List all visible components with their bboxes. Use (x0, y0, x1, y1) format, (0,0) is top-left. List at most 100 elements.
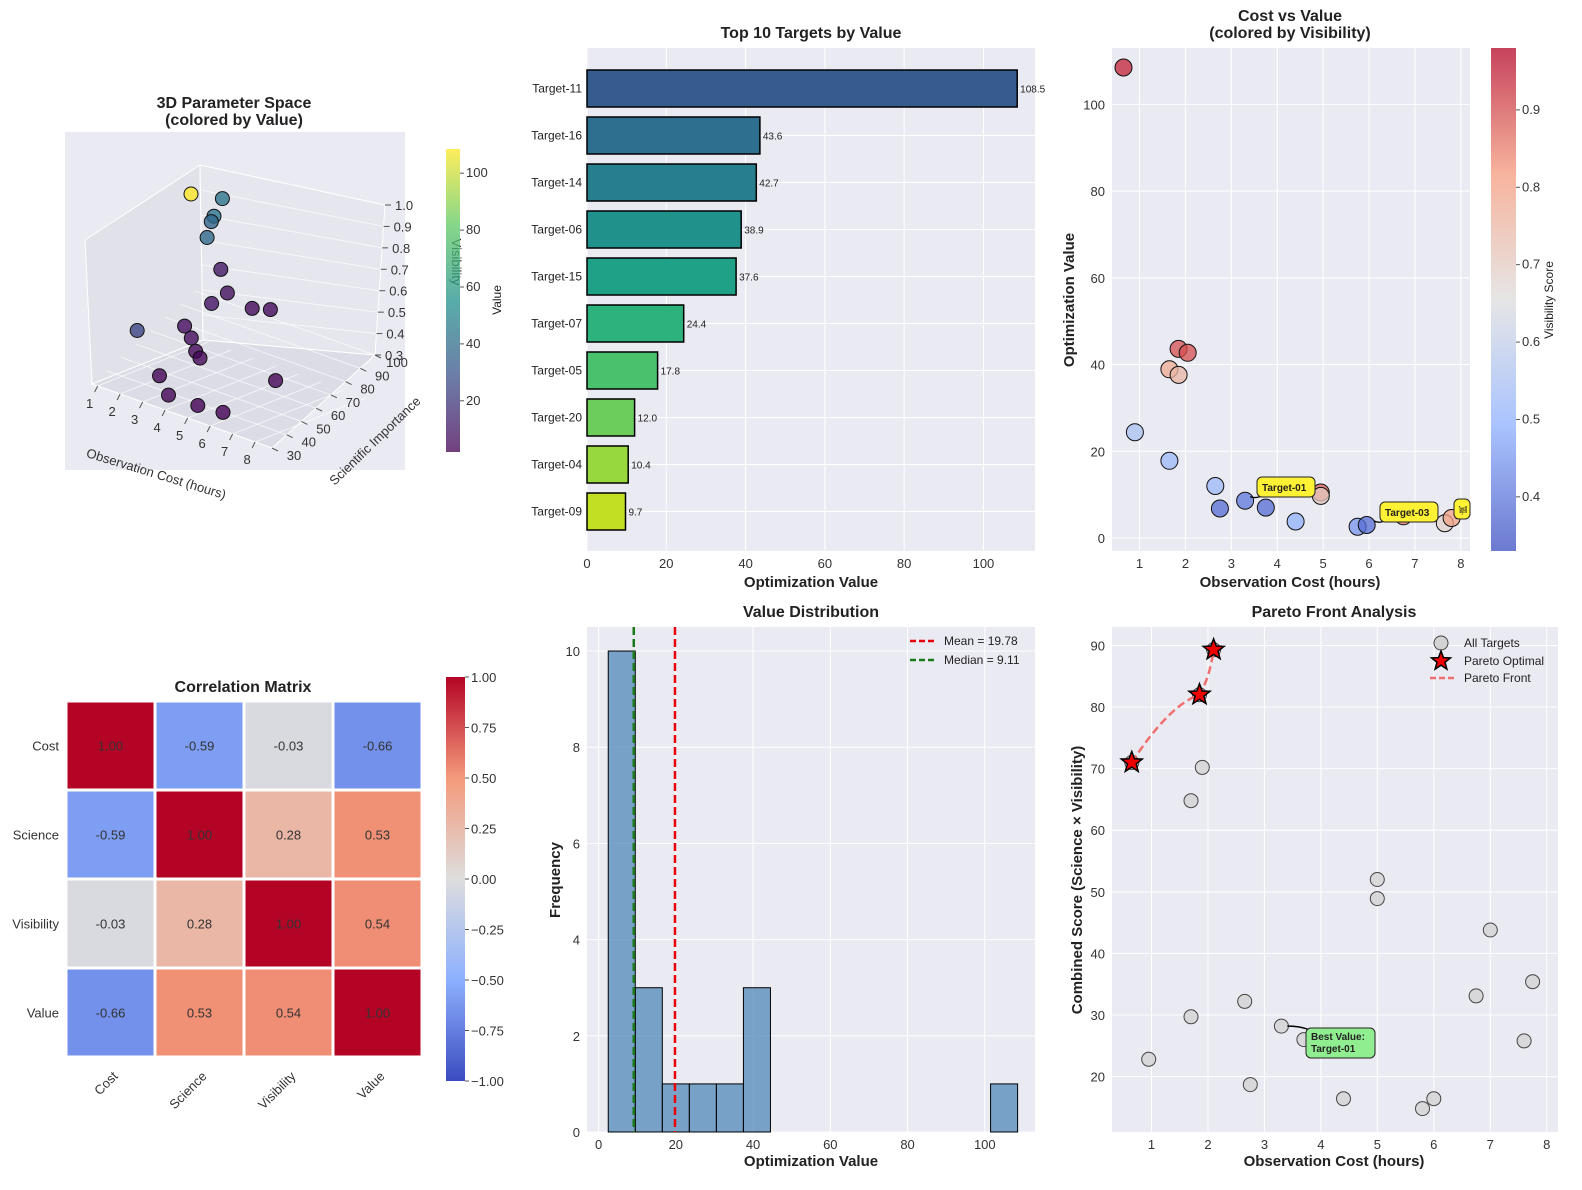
p4-colorbar-tick-label: 0.25 (471, 822, 496, 837)
p1-y-tick-label: 50 (316, 421, 330, 436)
p1-colorbar-tick-label: 100 (466, 165, 488, 180)
p2-bar-value-label: 9.7 (628, 508, 642, 519)
p5-legend-median-label: Median = 9.11 (944, 653, 1020, 667)
p1-point (213, 261, 229, 277)
p6-y-tick-label: 40 (1091, 946, 1105, 961)
p4-title: Correlation Matrix (175, 679, 312, 696)
p6-point (1426, 1091, 1442, 1107)
p2-bar (586, 492, 627, 531)
p3-point (1357, 516, 1376, 534)
p6-y-tick-label: 60 (1091, 823, 1105, 838)
p1-point (177, 318, 193, 334)
p1-wall-gridline (199, 164, 386, 206)
p6-point (1468, 988, 1484, 1004)
p2-x-tick-label: 100 (973, 556, 995, 571)
p1-y-tick-label: 60 (331, 408, 345, 423)
p3-x-tick-label: 6 (1365, 556, 1372, 571)
p4-col-label: Value (354, 1069, 387, 1102)
p3-annotation-label: Target-03 (1385, 508, 1430, 519)
p2-bar (586, 210, 742, 249)
p6-y-tick-label: 80 (1091, 700, 1105, 715)
p1-point (183, 186, 199, 202)
p3-point (1160, 451, 1179, 470)
p1-x-tick-mark (116, 393, 121, 401)
p2-bar-value-label: 12.0 (638, 414, 658, 425)
p2-category-label: Target-06 (531, 223, 582, 237)
p1-x-tick-mark (184, 417, 189, 425)
p2-x-axis-label: Optimization Value (744, 574, 878, 591)
p4-colorbar (446, 677, 465, 1081)
p5-x-tick-label: 0 (595, 1137, 602, 1152)
p4-colorbar-tick-label: −1.00 (471, 1074, 504, 1089)
p3-colorbar-tick-label: 0.6 (1522, 334, 1540, 349)
p5-title: Value Distribution (743, 604, 879, 621)
p5-y-ticks: 0 2 4 6 8 10 (566, 644, 580, 1140)
p1-floor-gridline (136, 343, 317, 409)
p1-wall-gridline (200, 189, 384, 227)
p6-x-tick-label: 4 (1317, 1137, 1324, 1152)
p6-point (1242, 1077, 1258, 1093)
p1-x-tick-mark (139, 401, 144, 409)
p6-point (1183, 793, 1199, 809)
p6-legend: All Targets Pareto Optimal Pareto Front (1429, 635, 1544, 685)
p2-bars: 108.5 Target-11 43.6 Target-16 42.7 Target-14… (531, 69, 1046, 531)
p1-z-tick-label: 0.7 (391, 262, 409, 277)
p1-point (129, 323, 145, 338)
panel-pareto-front: Pareto Front Analysis Best Value:Target-… (1069, 604, 1558, 1170)
p2-bar-value-label: 24.4 (687, 320, 707, 331)
p3-point (1114, 58, 1133, 77)
p6-x-axis-label: Observation Cost (hours) (1244, 1153, 1425, 1170)
p1-wall-gridline (202, 314, 377, 334)
p5-x-ticks: 0 20 40 60 80 100 (595, 1137, 996, 1152)
p5-x-tick-label: 100 (974, 1137, 996, 1152)
p2-bar (586, 445, 629, 484)
p6-y-tick-label: 90 (1091, 638, 1105, 653)
panel-cost-vs-value: Cost vs Value (colored by Visibility) Ta… (1061, 8, 1556, 591)
p1-colorbar (446, 149, 460, 452)
p6-x-ticks: 1 2 3 4 5 6 7 8 (1148, 1137, 1550, 1152)
p6-point (1336, 1091, 1351, 1107)
p3-point (1178, 343, 1197, 362)
p2-bar (586, 257, 737, 296)
p4-row-label: Value (27, 1006, 59, 1021)
p2-bar-value-label: 37.6 (739, 273, 759, 284)
p1-floor-gridline (209, 381, 322, 427)
p1-x-tick-label: 3 (131, 412, 138, 427)
p4-row-label: Visibility (12, 917, 59, 932)
p1-y-tick-mark (330, 394, 338, 399)
p4-cell (242, 877, 335, 970)
p3-colorbar-tick-label: 0.8 (1522, 179, 1540, 194)
p2-x-tick-label: 20 (659, 556, 673, 571)
p6-x-tick-label: 2 (1204, 1137, 1211, 1152)
p6-x-tick-label: 6 (1430, 1137, 1437, 1152)
p4-cell-value: 0.54 (276, 1006, 301, 1021)
p2-bar-value-label: 10.4 (631, 461, 651, 472)
p1-colorbar-tick-label: 40 (466, 336, 480, 351)
p4-cell-value: -0.59 (185, 739, 215, 754)
p6-grid (1112, 627, 1558, 1132)
p3-x-ticks: 1 2 3 4 5 6 7 8 (1136, 556, 1465, 571)
p2-category-label: Target-05 (531, 364, 582, 378)
p1-floor-gridline (194, 290, 376, 356)
p4-colorbar-tick-label: 0.75 (471, 721, 496, 736)
p5-stat-lines (632, 627, 677, 1132)
p6-y-tick-label: 30 (1091, 1008, 1105, 1023)
p3-point (1256, 498, 1275, 517)
p4-cell (153, 966, 246, 1059)
p6-y-axis-label: Combined Score (Science × Visibility) (1069, 746, 1086, 1015)
p1-y-tick-label: 70 (346, 395, 360, 410)
p2-bar (586, 163, 758, 202)
p3-annotation-box (1256, 476, 1316, 498)
p6-x-tick-label: 1 (1148, 1137, 1155, 1152)
p1-point (214, 191, 230, 207)
p4-cell-value: -0.59 (96, 828, 126, 843)
p5-bar (742, 987, 771, 1133)
p6-point (1141, 1051, 1157, 1067)
p3-colorbar-ticks: 0.4 0.5 0.6 0.7 0.8 0.9 (1516, 102, 1540, 504)
p6-legend-all-label: All Targets (1464, 636, 1520, 650)
p1-floor-gridline (232, 389, 344, 435)
p3-y-ticks: 0 20 40 60 80 100 (1083, 97, 1105, 546)
p3-y-tick-label: 80 (1091, 184, 1105, 199)
p1-x-tick-label: 8 (244, 452, 251, 467)
p4-colorbar-ticks: 1.00 0.75 0.50 0.25 0.00 −0.25 −0.50 −0.75 −1.00 (465, 670, 504, 1089)
